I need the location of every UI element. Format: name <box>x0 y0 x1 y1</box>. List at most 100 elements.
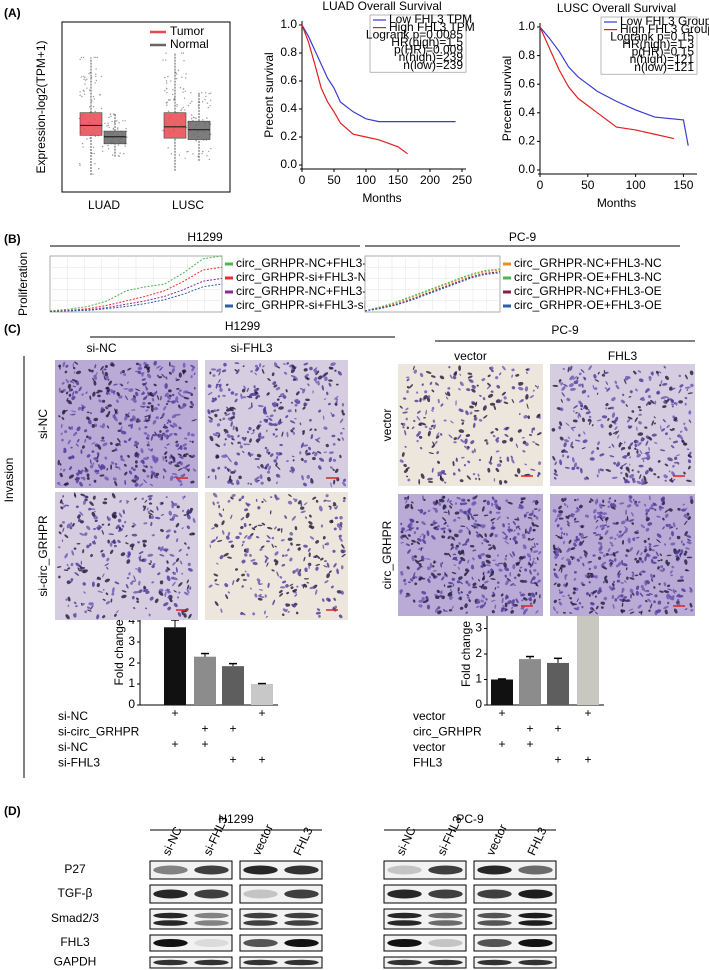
cell <box>145 436 150 440</box>
condition-mark: + <box>554 722 561 736</box>
jitter-point <box>197 155 199 158</box>
cell <box>74 361 79 365</box>
condition-mark: + <box>258 753 265 767</box>
jitter-point <box>209 105 211 107</box>
cell <box>290 375 296 378</box>
cell <box>275 451 281 456</box>
cell <box>253 385 256 389</box>
cell <box>257 506 261 510</box>
cell <box>93 510 96 513</box>
cell <box>104 364 108 368</box>
condition-mark: + <box>171 737 178 751</box>
cell <box>231 438 235 440</box>
jitter-point <box>92 95 95 98</box>
cell <box>107 391 111 395</box>
cell <box>131 397 136 401</box>
jitter-point <box>167 75 169 78</box>
jitter-point <box>184 90 187 92</box>
jitter-point <box>100 107 103 110</box>
cell <box>342 499 346 503</box>
cell <box>163 434 168 438</box>
legend-label: High FHL3 TPM <box>389 20 475 34</box>
cell <box>335 383 339 386</box>
jitter-point <box>208 158 211 161</box>
cell <box>332 468 335 472</box>
cell <box>132 522 137 526</box>
blot-band <box>243 959 278 966</box>
cell <box>234 568 239 571</box>
cell <box>291 364 296 370</box>
jitter-point <box>166 88 168 90</box>
cell <box>106 515 109 520</box>
cell <box>150 560 152 564</box>
cell <box>120 552 126 557</box>
cell <box>267 378 271 382</box>
cell <box>125 534 128 538</box>
cell <box>169 599 173 603</box>
cell <box>64 553 68 559</box>
y-tick-label: 1.0 <box>280 17 297 31</box>
cell <box>299 451 302 455</box>
cell <box>118 528 124 532</box>
x-tick-label: 0 <box>537 178 544 192</box>
blot-band <box>284 889 319 899</box>
cell <box>335 468 339 473</box>
cell <box>244 508 249 512</box>
cell <box>292 378 296 381</box>
cell <box>137 370 142 375</box>
blot-band <box>153 889 188 899</box>
cell <box>80 476 85 480</box>
cell <box>235 535 240 540</box>
cell <box>245 443 251 446</box>
cell <box>299 387 304 391</box>
blot-band <box>243 939 278 947</box>
cell <box>130 423 133 430</box>
cell <box>225 594 229 600</box>
cell <box>166 575 171 582</box>
invasion-label: Invasion <box>2 458 16 503</box>
blot-band <box>194 865 229 875</box>
blot-frame <box>149 908 233 930</box>
cell <box>142 401 146 406</box>
jitter-point <box>176 105 178 108</box>
cell <box>221 454 228 458</box>
blot-band <box>518 889 553 899</box>
cell <box>267 476 271 482</box>
cell <box>240 526 244 530</box>
jitter-point <box>79 162 81 165</box>
cell <box>138 418 141 422</box>
cell <box>65 379 69 384</box>
legend-label: High FHL3 Group <box>620 22 709 36</box>
cell <box>314 554 318 558</box>
blot-band <box>518 912 553 919</box>
cell <box>249 587 252 590</box>
cell <box>214 397 217 401</box>
cell <box>295 543 301 546</box>
jitter-point <box>101 150 104 152</box>
cell <box>192 468 197 472</box>
cell <box>73 366 76 370</box>
cell <box>262 435 265 439</box>
cell <box>303 368 308 372</box>
cell <box>223 362 227 367</box>
cell <box>147 510 151 513</box>
cell <box>310 480 313 484</box>
cell <box>84 429 88 433</box>
lane-label: si-NC <box>393 824 419 857</box>
cell <box>326 391 329 396</box>
cell <box>134 440 138 444</box>
cell <box>63 449 67 454</box>
cell <box>142 461 145 465</box>
condition-mark: + <box>526 722 533 736</box>
cell <box>175 396 179 403</box>
cell <box>287 409 292 413</box>
cell <box>102 615 106 619</box>
condition-mark: + <box>526 737 533 751</box>
jitter-point <box>190 92 192 94</box>
condition-label: si-NC <box>58 709 88 723</box>
cell <box>108 380 113 386</box>
cell <box>257 597 263 601</box>
cell <box>128 438 131 442</box>
blot-row-label: TGF-β <box>58 886 93 900</box>
cell <box>91 442 96 445</box>
